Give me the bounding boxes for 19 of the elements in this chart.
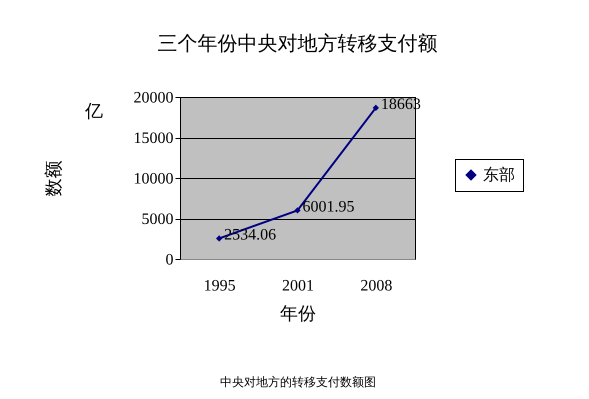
data-label: 2534.06 (224, 226, 276, 244)
data-label: 6001.95 (302, 198, 354, 216)
point (294, 207, 301, 214)
x-tick-label: 2008 (360, 278, 392, 294)
point (216, 235, 222, 242)
y-tick-label: 20000 (134, 90, 174, 106)
y-tick-label: 5000 (142, 211, 174, 228)
y-tick-label: 10000 (134, 170, 174, 188)
text: 亿 (84, 101, 103, 121)
y-axis-title: 数额 (44, 160, 64, 196)
x-tick-label: 1995 (204, 278, 236, 294)
legend-label: 东部 (483, 166, 515, 184)
y-tick-label: 15000 (134, 130, 174, 147)
text: 中央对地方的转移支付数额图 (220, 375, 376, 389)
point (372, 104, 379, 111)
y-tick-label: 0 (166, 252, 174, 268)
x-axis-title: 年份 (280, 304, 316, 324)
x-tick-label: 2001 (282, 278, 314, 294)
chart-title: 三个年份中央对地方转移支付额 (158, 32, 438, 55)
